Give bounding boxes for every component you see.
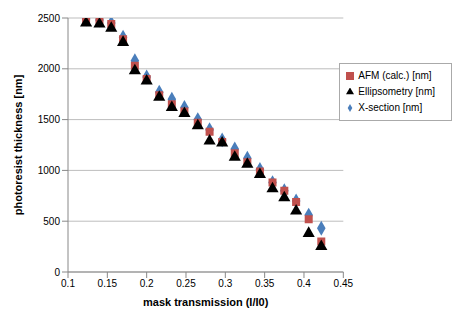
svg-text:0.25: 0.25: [176, 278, 196, 289]
svg-text:mask transmission (I/I0): mask transmission (I/I0): [143, 296, 269, 308]
svg-text:1000: 1000: [38, 165, 61, 176]
html-text:Ellipsometry [nm]: Ellipsometry [nm]: [358, 86, 435, 97]
svg-text:0: 0: [54, 267, 60, 278]
svg-text:2500: 2500: [38, 13, 61, 24]
svg-text:1500: 1500: [38, 114, 61, 125]
html-text:AFM (calc.) [nm]: AFM (calc.) [nm]: [358, 70, 432, 81]
svg-text:500: 500: [43, 216, 60, 227]
svg-text:0.35: 0.35: [255, 278, 275, 289]
svg-text:photoresist thickness [nm]: photoresist thickness [nm]: [12, 74, 24, 215]
svg-text:0.45: 0.45: [334, 278, 354, 289]
svg-text:0.1: 0.1: [61, 278, 75, 289]
svg-text:2000: 2000: [38, 63, 61, 74]
svg-text:0.2: 0.2: [140, 278, 154, 289]
svg-text:0.15: 0.15: [98, 278, 118, 289]
svg-text:0.3: 0.3: [218, 278, 232, 289]
svg-text:0.4: 0.4: [297, 278, 311, 289]
html-text:X-section [nm]: X-section [nm]: [358, 102, 423, 113]
